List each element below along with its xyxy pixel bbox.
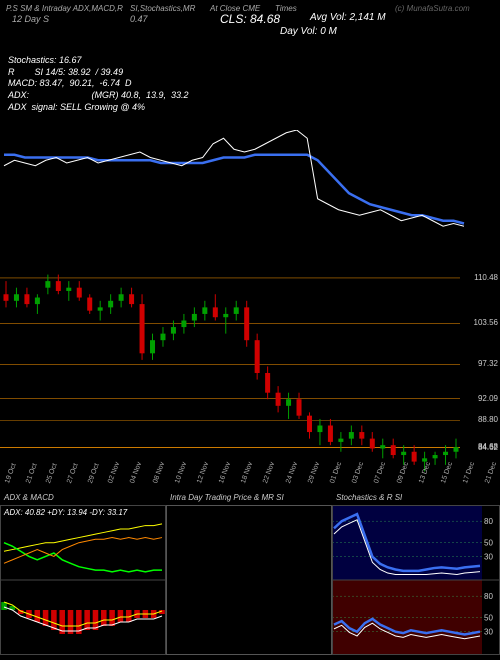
stochastics-chart: 80 50 30 80 50 30 <box>332 505 500 655</box>
bottom-panels: ADX & MACD ADX: 40.82 +DY: 13.94 -DY: 33… <box>0 505 500 655</box>
price-level-label: 110.48 <box>474 273 498 282</box>
intraday-panel: Intra Day Trading Price & MR SI <box>166 505 332 655</box>
adx-macd-chart: ADX: 40.82 +DY: 13.94 -DY: 33.17 <box>0 505 166 655</box>
header-left2: 12 Day S <box>12 14 49 24</box>
watermark: (c) MunafaSutra.com <box>395 4 470 13</box>
chart-header: P.S SM & Intraday ADX,MACD,R 12 Day S SI… <box>0 2 500 52</box>
intraday-panel-title: Intra Day Trading Price & MR SI <box>170 493 330 502</box>
moving-average-chart <box>0 130 500 240</box>
rsi-value: R SI 14/5: 38.92 / 39.49 <box>8 67 189 79</box>
svg-text:30: 30 <box>484 628 493 637</box>
svg-text:80: 80 <box>484 592 493 601</box>
header-dayvol: Day Vol: 0 M <box>280 26 337 37</box>
price-level-label: 84.62 <box>478 443 498 452</box>
svg-text:50: 50 <box>484 539 493 548</box>
stochastics-value: Stochastics: 16.67 <box>8 55 189 67</box>
svg-text:80: 80 <box>484 517 493 526</box>
adx-signal: ADX signal: SELL Growing @ 4% <box>8 102 189 114</box>
svg-text:30: 30 <box>484 553 493 562</box>
header-left1: P.S SM & Intraday ADX,MACD,R <box>6 4 123 13</box>
header-avgvol: Avg Vol: 2,141 M <box>310 12 386 23</box>
price-level-label: 92.09 <box>478 394 498 403</box>
indicator-summary: Stochastics: 16.67 R SI 14/5: 38.92 / 39… <box>8 55 189 113</box>
header-mid1: SI,Stochastics,MR <box>130 4 195 13</box>
price-level-label: 97.32 <box>478 359 498 368</box>
adx-panel-title: ADX & MACD <box>4 493 54 502</box>
macd-value: MACD: 83.47, 90.21, -6.74 D <box>8 78 189 90</box>
header-mid2: 0.47 <box>130 14 148 24</box>
adx-macd-panel: ADX & MACD ADX: 40.82 +DY: 13.94 -DY: 33… <box>0 505 166 655</box>
candlestick-chart <box>0 268 500 478</box>
header-cls: CLS: 84.68 <box>220 12 280 26</box>
price-level-label: 103.56 <box>474 318 498 327</box>
svg-text:50: 50 <box>484 614 493 623</box>
svg-text:ADX: 40.82 +DY: 13.94 -DY:: ADX: 40.82 +DY: 13.94 -DY: 33.17 <box>3 508 128 517</box>
stochastics-panel: Stochastics & R SI 805030805030 <box>332 505 500 655</box>
stoch-panel-title: Stochastics & R SI <box>336 493 402 502</box>
price-level-label: 88.80 <box>478 415 498 424</box>
intraday-chart <box>166 505 332 655</box>
date-axis: 19 Oct21 Oct25 Oct27 Oct29 Oct02 Nov04 N… <box>4 482 464 489</box>
adx-value: ADX: (MGR) 40.8, 13.9, 33.2 <box>8 90 189 102</box>
